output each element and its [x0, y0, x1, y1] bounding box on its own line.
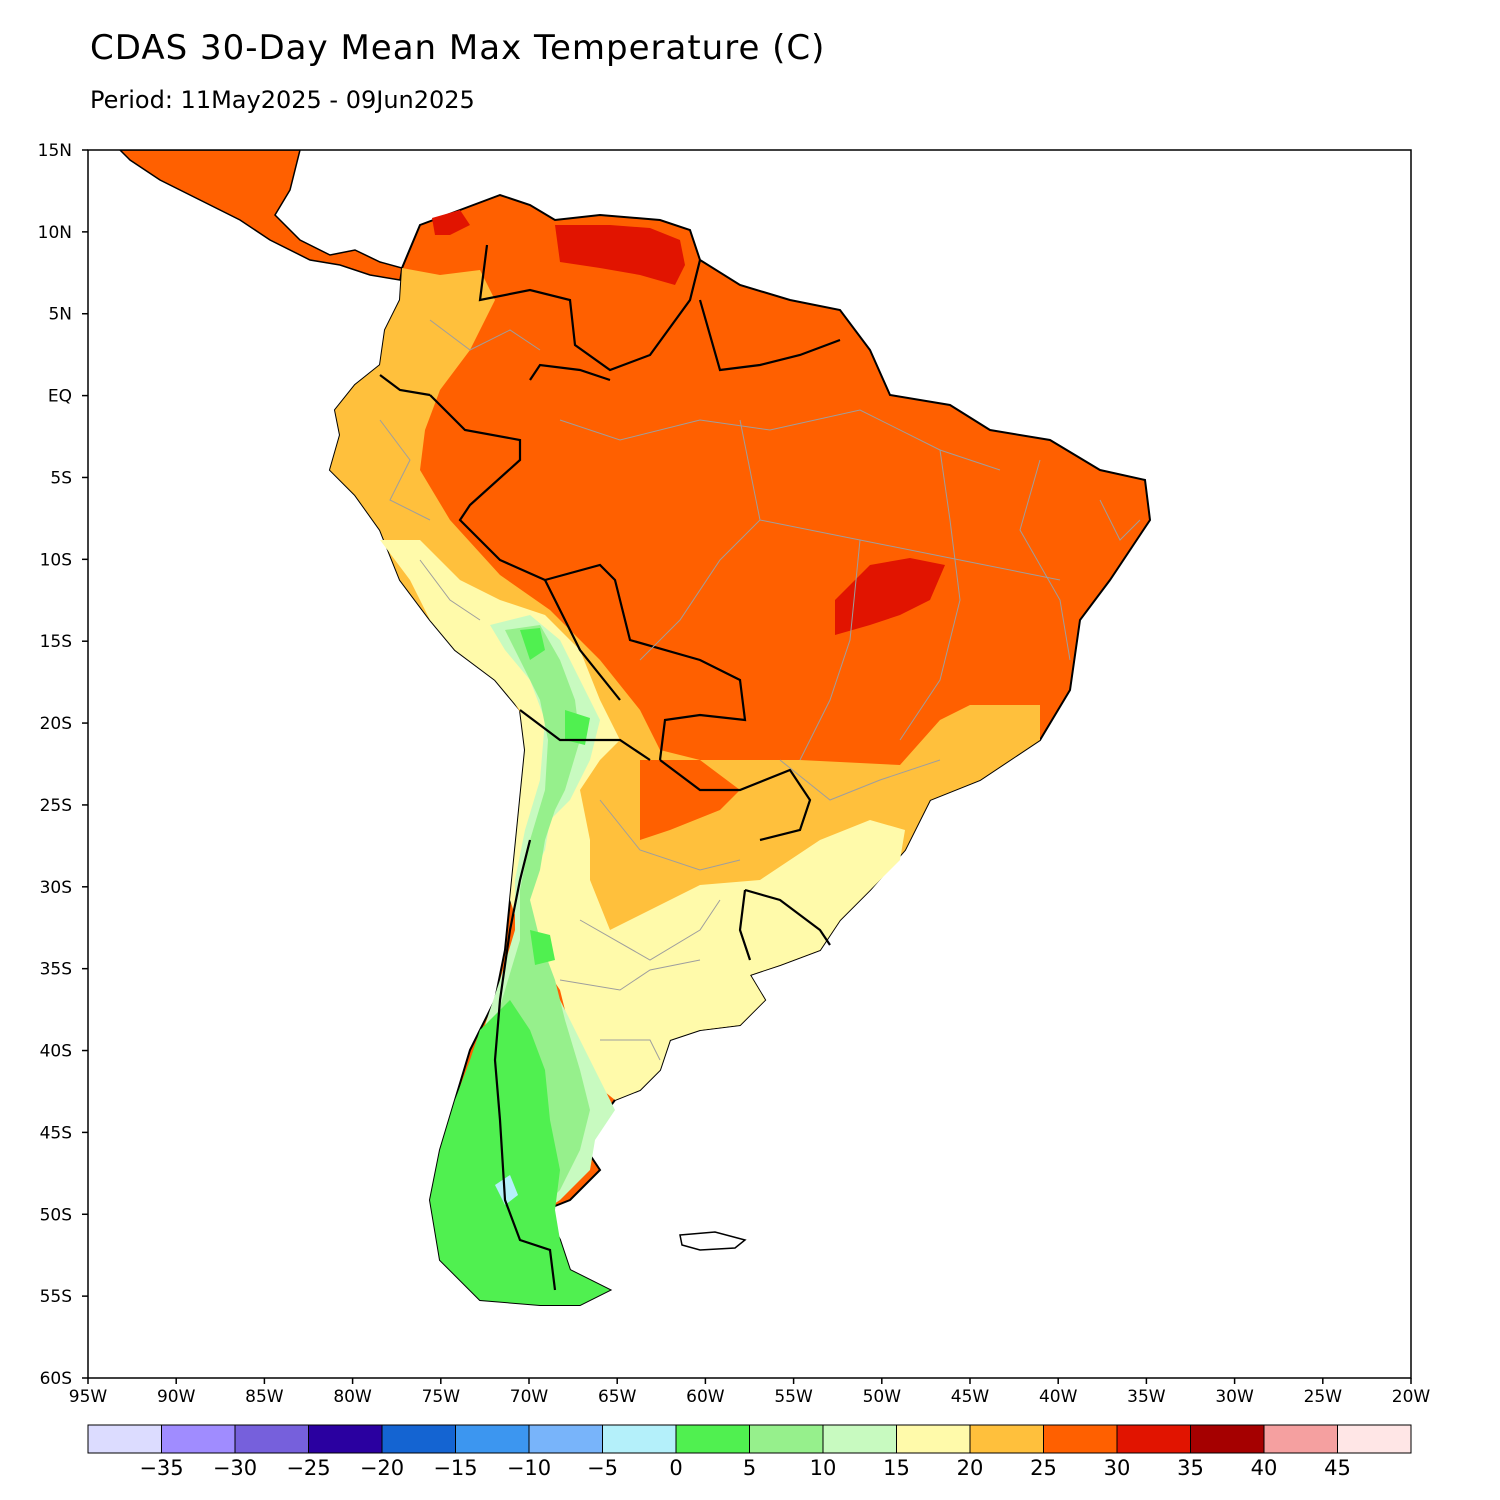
- falklands-islands: [679, 1231, 747, 1251]
- colorbar-label: 45: [1324, 1456, 1351, 1480]
- lon-tick-label: 30W: [1215, 1387, 1254, 1407]
- lat-tick-label: 55S: [40, 1287, 72, 1307]
- lat-tick-label: 35S: [40, 960, 72, 980]
- lat-tick-label: 25S: [40, 796, 72, 816]
- colorbar-label: 5: [743, 1456, 756, 1480]
- colorbar-swatch: [455, 1424, 530, 1454]
- colorbar-swatch: [381, 1424, 456, 1454]
- temp-zone-0-5: [495, 1175, 518, 1205]
- lat-tick-label: 5N: [48, 305, 72, 325]
- lon-tick-label: 95W: [69, 1387, 108, 1407]
- colorbar-label: 25: [1030, 1456, 1057, 1480]
- lon-tick-label: 85W: [245, 1387, 284, 1407]
- colorbar-swatch: [234, 1424, 309, 1454]
- lon-tick-label: 75W: [422, 1387, 461, 1407]
- colorbar-swatch: [675, 1424, 750, 1454]
- colorbar-label: 20: [957, 1456, 984, 1480]
- colorbar-swatch: [602, 1424, 677, 1454]
- colorbar-swatch: [528, 1424, 603, 1454]
- lon-tick-label: 50W: [863, 1387, 902, 1407]
- colorbar-swatch: [87, 1424, 162, 1454]
- colorbar-label: −20: [360, 1456, 404, 1480]
- colorbar-label: 15: [883, 1456, 910, 1480]
- longitude-axis: 95W 90W 85W 80W 75W 70W 65W 60W 55W 50W 45W 40W 35W 3…: [69, 1378, 1431, 1407]
- lon-tick-label: 60W: [686, 1387, 725, 1407]
- colorbar-swatch: [1043, 1424, 1118, 1454]
- colorbar-swatch: [749, 1424, 824, 1454]
- lon-tick-label: 90W: [157, 1387, 196, 1407]
- lat-tick-label: 60S: [40, 1369, 72, 1389]
- latitude-axis: 15N 10N 5N EQ 5S 10S 15S 20S 25S 30S 35S 40S 45S 50S 5…: [38, 141, 88, 1389]
- lon-tick-label: 80W: [333, 1387, 372, 1407]
- temp-zone-20-25: [380, 540, 905, 1100]
- central-america-land: [118, 150, 403, 281]
- lon-tick-label: 65W: [598, 1387, 637, 1407]
- colorbar-label: 10: [810, 1456, 837, 1480]
- colorbar-label: −15: [433, 1456, 477, 1480]
- temp-zone-30-35-colombia-coast: [432, 210, 470, 235]
- colorbar-label: −5: [587, 1456, 618, 1480]
- map-subtitle: Period: 11May2025 - 09Jun2025: [90, 86, 475, 114]
- map-title: CDAS 30-Day Mean Max Temperature (C): [90, 28, 826, 68]
- lat-tick-label: 15N: [38, 141, 72, 161]
- lat-tick-label: 40S: [40, 1042, 72, 1062]
- lat-tick-label: 45S: [40, 1123, 72, 1143]
- lon-tick-label: 55W: [774, 1387, 813, 1407]
- lat-tick-label: 20S: [40, 714, 72, 734]
- colorbar-swatch: [1337, 1424, 1412, 1454]
- lon-tick-label: 40W: [1039, 1387, 1078, 1407]
- colorbar-swatch: [1190, 1424, 1265, 1454]
- colorbar-label: 35: [1177, 1456, 1204, 1480]
- lon-tick-label: 70W: [510, 1387, 549, 1407]
- temp-zone-30-35-brazil: [835, 558, 945, 635]
- map-plot-area: [118, 150, 1152, 1306]
- colorbar-swatch: [969, 1424, 1044, 1454]
- temp-zone-5-10: [430, 628, 610, 1305]
- colorbar-label: 0: [669, 1456, 682, 1480]
- colorbar-swatch: [822, 1424, 897, 1454]
- lon-tick-label: 45W: [951, 1387, 990, 1407]
- colorbar-swatch: [1263, 1424, 1338, 1454]
- lon-tick-label: 35W: [1127, 1387, 1166, 1407]
- state-borders: [379, 319, 1141, 1061]
- lon-tick-label: 25W: [1304, 1387, 1343, 1407]
- lat-tick-label: 10S: [40, 550, 72, 570]
- colorbar-label: −10: [507, 1456, 551, 1480]
- colorbar-label: 40: [1251, 1456, 1278, 1480]
- country-borders: [379, 244, 841, 1291]
- lat-tick-label: 10N: [38, 223, 72, 243]
- lat-tick-label: 15S: [40, 632, 72, 652]
- colorbar: −35 −30 −25 −20 −15 −10 −5 0 5 10 15 20 25 30 35 40 45: [87, 1424, 1412, 1480]
- lon-tick-label: 20W: [1392, 1387, 1431, 1407]
- colorbar-label: 30: [1104, 1456, 1131, 1480]
- colorbar-label: −30: [213, 1456, 257, 1480]
- colorbar-label: −35: [139, 1456, 183, 1480]
- lat-tick-label: 5S: [50, 468, 72, 488]
- temp-zone-30-35-paraguay: [640, 760, 740, 840]
- lat-tick-label: 30S: [40, 878, 72, 898]
- colorbar-swatch: [896, 1424, 971, 1454]
- lat-tick-label: EQ: [48, 387, 72, 407]
- colorbar-swatch: [161, 1424, 236, 1454]
- colorbar-swatch: [308, 1424, 383, 1454]
- colorbar-label: −25: [286, 1456, 330, 1480]
- temp-zone-30-35-venezuela: [555, 225, 685, 285]
- colorbar-swatch: [1116, 1424, 1191, 1454]
- lat-tick-label: 50S: [40, 1205, 72, 1225]
- map-frame: [87, 149, 1412, 1379]
